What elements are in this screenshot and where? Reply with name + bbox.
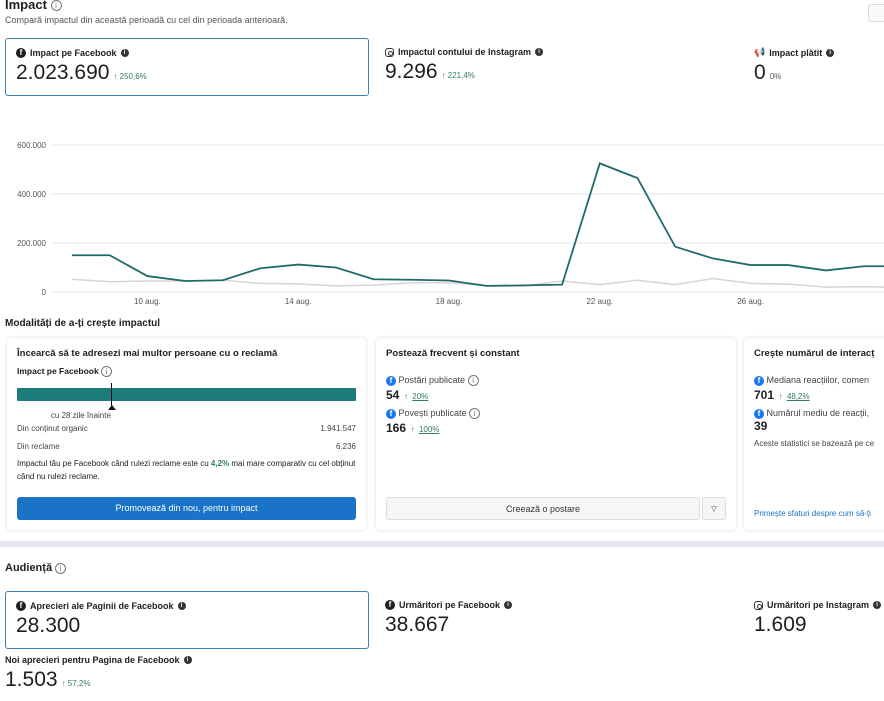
create-post-button[interactable]: Creează o postare	[386, 497, 700, 520]
info-icon[interactable]: i	[826, 49, 834, 57]
x-tick-label: 22 aug.	[586, 297, 613, 306]
info-icon[interactable]: i	[504, 601, 512, 609]
instagram-icon	[754, 601, 763, 610]
info-icon[interactable]: i	[178, 602, 186, 610]
info-icon[interactable]: i	[51, 0, 62, 11]
section-divider	[0, 541, 884, 547]
impact-title: Impact i	[5, 0, 62, 12]
y-tick-label: 400.000	[17, 190, 46, 199]
post-card: Postează frecvent și constant f Postări …	[376, 338, 736, 530]
y-tick-label: 200.000	[17, 239, 46, 248]
facebook-icon: f	[16, 601, 26, 611]
facebook-icon: f	[754, 409, 764, 419]
info-icon[interactable]: i	[469, 408, 480, 419]
facebook-icon: f	[385, 600, 395, 610]
impact-subtitle: Compară impactul din această perioadă cu…	[5, 15, 288, 25]
ways-title: Modalități de a-ți crește impactul	[5, 318, 160, 329]
info-icon[interactable]: i	[873, 601, 881, 609]
megaphone-icon: 📢	[754, 47, 765, 58]
info-icon[interactable]: i	[55, 563, 66, 574]
facebook-icon: f	[386, 409, 396, 419]
ad-card: Încearcă să te adresezi mai multor perso…	[7, 338, 366, 530]
facebook-icon: f	[16, 48, 26, 58]
promote-button[interactable]: Promovează din nou, pentru impact	[17, 497, 356, 520]
interactions-card: Crește numărul de interacț f Mediana rea…	[744, 338, 884, 530]
x-tick-label: 14 aug.	[285, 297, 312, 306]
menu-button[interactable]	[868, 4, 884, 22]
chevron-down-icon[interactable]: ▽	[702, 497, 726, 520]
y-tick-label: 600.000	[17, 141, 46, 150]
facebook-icon: f	[386, 376, 396, 386]
info-icon[interactable]: i	[101, 366, 112, 377]
ad-note: Impactul tău pe Facebook când rulezi rec…	[17, 457, 356, 483]
current-period-line	[72, 163, 884, 286]
x-tick-label: 26 aug.	[737, 297, 764, 306]
info-icon[interactable]: i	[121, 49, 129, 57]
x-tick-label: 18 aug.	[436, 297, 463, 306]
tips-link[interactable]: Primește sfaturi despre cum să-ți	[754, 509, 871, 518]
impact-chart: 0 200.000 400.000 600.000 10 aug. 14 aug. 18 a…	[0, 130, 884, 315]
instagram-icon	[385, 48, 394, 57]
audience-title: Audiență i	[5, 562, 66, 574]
x-tick-label: 10 aug.	[134, 297, 161, 306]
y-tick-label: 0	[42, 288, 47, 297]
previous-period-line	[72, 279, 884, 288]
info-icon[interactable]: i	[184, 656, 192, 664]
info-icon[interactable]: i	[468, 375, 479, 386]
info-icon[interactable]: i	[535, 48, 543, 56]
marker-label: cu 28 zile înainte	[51, 411, 390, 420]
facebook-icon: f	[754, 376, 764, 386]
